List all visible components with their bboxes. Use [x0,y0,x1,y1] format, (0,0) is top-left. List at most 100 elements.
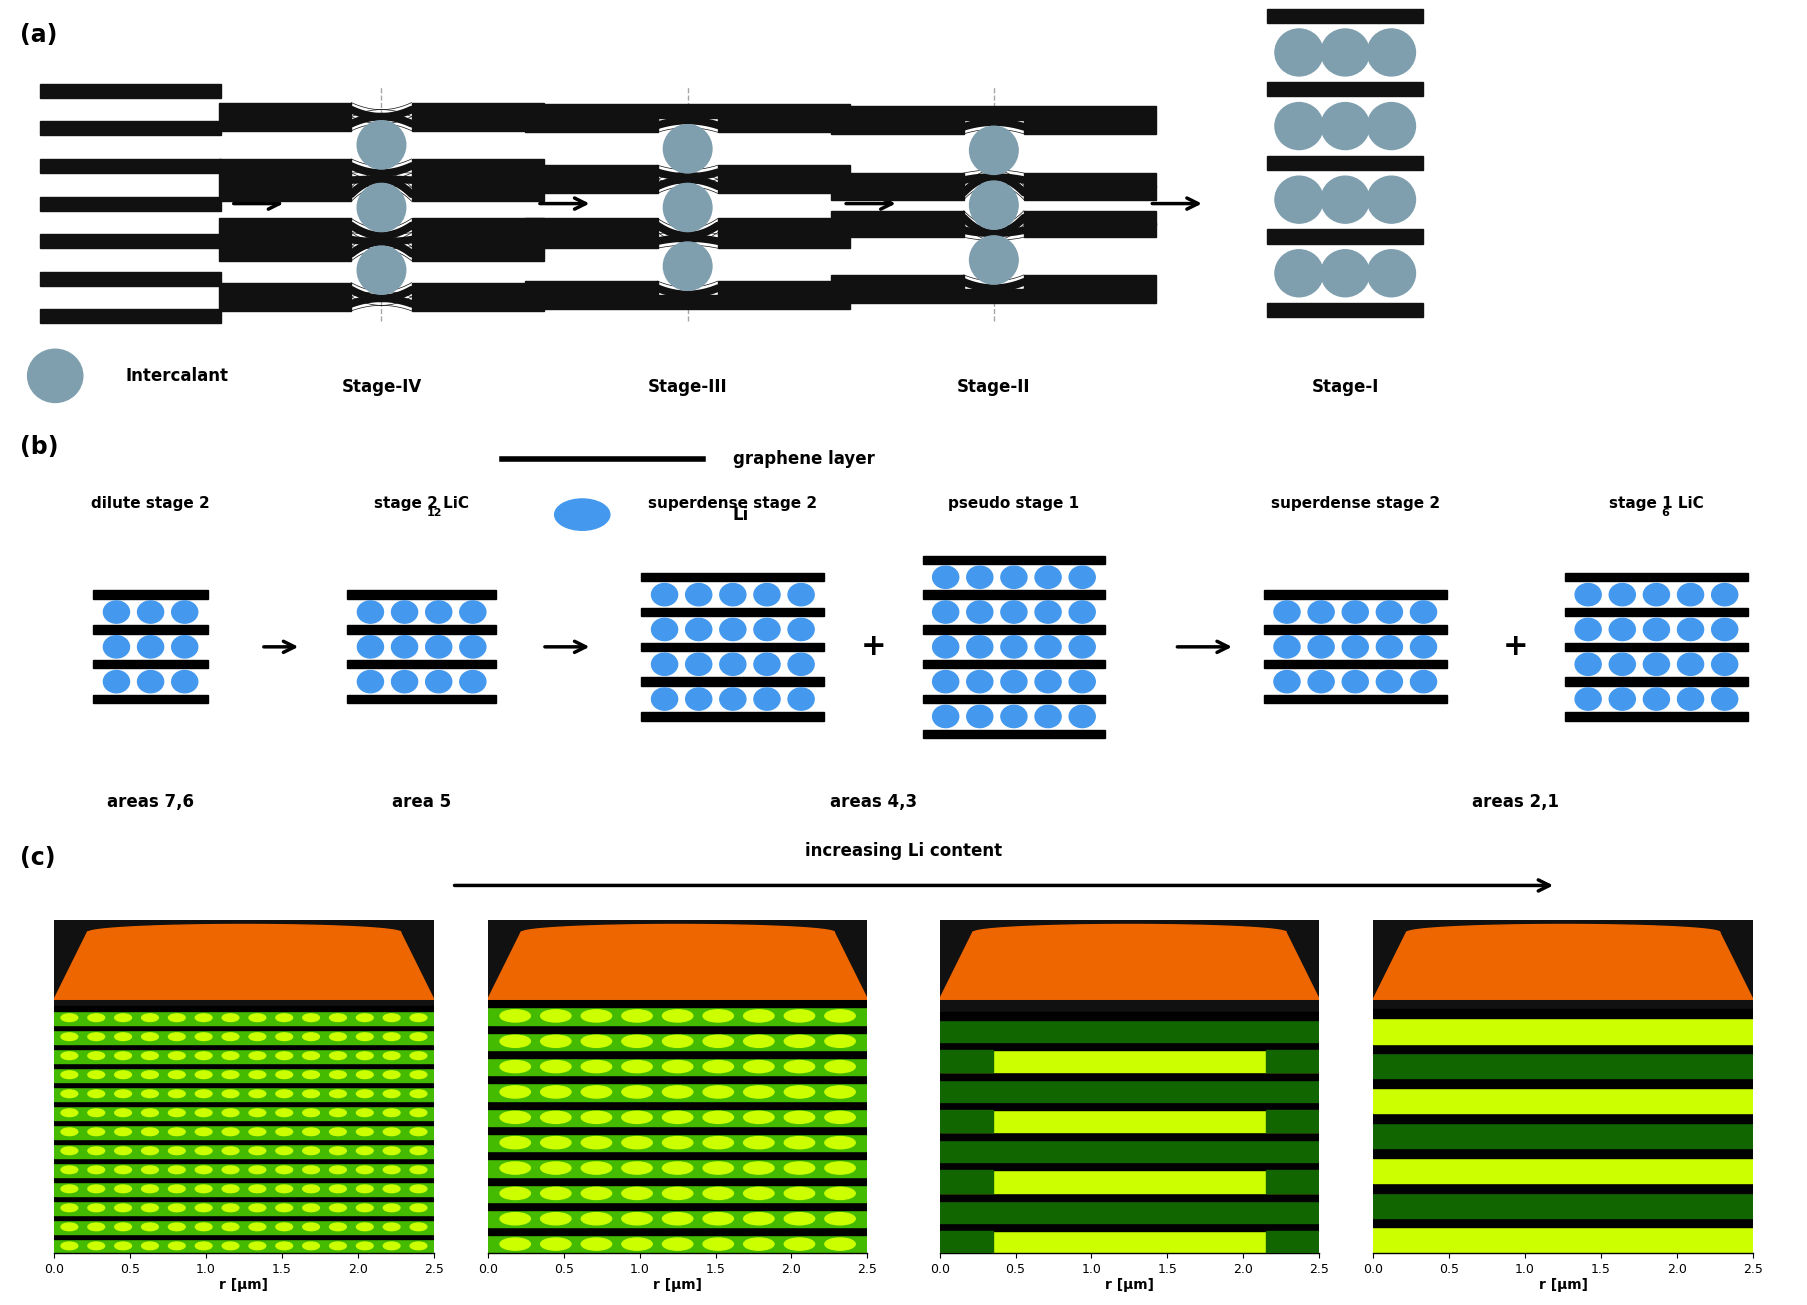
Ellipse shape [356,1128,372,1135]
Ellipse shape [276,1109,293,1117]
Ellipse shape [61,1242,78,1250]
Ellipse shape [141,1052,159,1060]
Bar [940,1141,1319,1163]
Ellipse shape [582,1212,611,1225]
Ellipse shape [754,652,781,676]
Bar [54,1087,434,1100]
Ellipse shape [685,619,712,641]
Bar [488,1007,867,1024]
Ellipse shape [168,1071,184,1078]
Ellipse shape [582,1188,611,1199]
Ellipse shape [168,1032,184,1040]
Ellipse shape [304,1090,320,1098]
Ellipse shape [222,1071,239,1078]
Ellipse shape [501,1137,531,1148]
Bar [940,1051,992,1073]
Ellipse shape [1368,249,1415,296]
Ellipse shape [622,1212,652,1225]
Ellipse shape [141,1071,159,1078]
Ellipse shape [744,1161,773,1174]
Ellipse shape [89,1090,105,1098]
Ellipse shape [137,636,164,658]
Bar [412,187,544,201]
Bar [219,174,351,187]
Bar [526,119,658,132]
Ellipse shape [426,671,452,693]
Ellipse shape [582,1035,611,1048]
Ellipse shape [744,1010,773,1022]
Bar [54,1195,434,1201]
Ellipse shape [1411,671,1437,693]
Ellipse shape [663,243,712,290]
Text: area 5: area 5 [392,793,452,810]
Ellipse shape [744,1212,773,1225]
Ellipse shape [663,1161,692,1174]
Ellipse shape [61,1223,78,1231]
Ellipse shape [967,600,992,624]
Ellipse shape [719,688,746,710]
Bar [54,1139,434,1144]
Ellipse shape [249,1242,266,1250]
Bar [831,120,963,134]
Ellipse shape [222,1032,239,1040]
Ellipse shape [195,1109,211,1117]
Bar [1025,223,1156,238]
Ellipse shape [967,705,992,728]
Ellipse shape [410,1147,426,1155]
Bar [831,210,963,224]
Ellipse shape [89,1032,105,1040]
Ellipse shape [61,1165,78,1173]
Ellipse shape [622,1061,652,1073]
Ellipse shape [383,1052,399,1060]
Bar [219,232,351,247]
Bar [54,1163,434,1177]
Ellipse shape [410,1165,426,1173]
Ellipse shape [824,1112,855,1124]
Text: superdense stage 2: superdense stage 2 [1270,496,1440,510]
Ellipse shape [824,1086,855,1098]
Ellipse shape [744,1061,773,1073]
Ellipse shape [426,636,452,658]
Bar [412,296,544,311]
Ellipse shape [1576,583,1601,606]
Bar [488,1159,867,1177]
Bar [717,166,851,179]
Ellipse shape [1711,619,1738,641]
Text: Li: Li [734,505,750,523]
Ellipse shape [358,671,383,693]
Ellipse shape [392,671,417,693]
Bar [54,1182,434,1195]
Bar [40,234,220,248]
Ellipse shape [970,181,1017,230]
Text: stage 1 LiC: stage 1 LiC [1608,496,1704,510]
Ellipse shape [932,671,960,693]
Bar [1263,660,1447,668]
Bar [488,1024,867,1032]
Ellipse shape [1001,636,1026,658]
Ellipse shape [1343,600,1368,624]
Bar [940,1051,1319,1073]
Ellipse shape [304,1052,320,1060]
Bar [488,1083,867,1100]
Ellipse shape [970,236,1017,284]
Ellipse shape [1321,176,1370,223]
Ellipse shape [141,1205,159,1211]
Bar [526,179,658,193]
Ellipse shape [754,688,781,710]
Ellipse shape [582,1112,611,1124]
Ellipse shape [141,1147,159,1155]
Ellipse shape [784,1212,815,1225]
Ellipse shape [410,1185,426,1193]
Ellipse shape [383,1128,399,1135]
Ellipse shape [1377,671,1402,693]
Bar [54,1030,434,1044]
Ellipse shape [824,1137,855,1148]
Bar [94,694,208,703]
Bar [940,1103,1319,1111]
Bar [641,642,824,651]
Bar [54,1082,434,1087]
Ellipse shape [222,1128,239,1135]
Ellipse shape [304,1128,320,1135]
Bar [1373,1078,1753,1088]
Ellipse shape [685,583,712,606]
